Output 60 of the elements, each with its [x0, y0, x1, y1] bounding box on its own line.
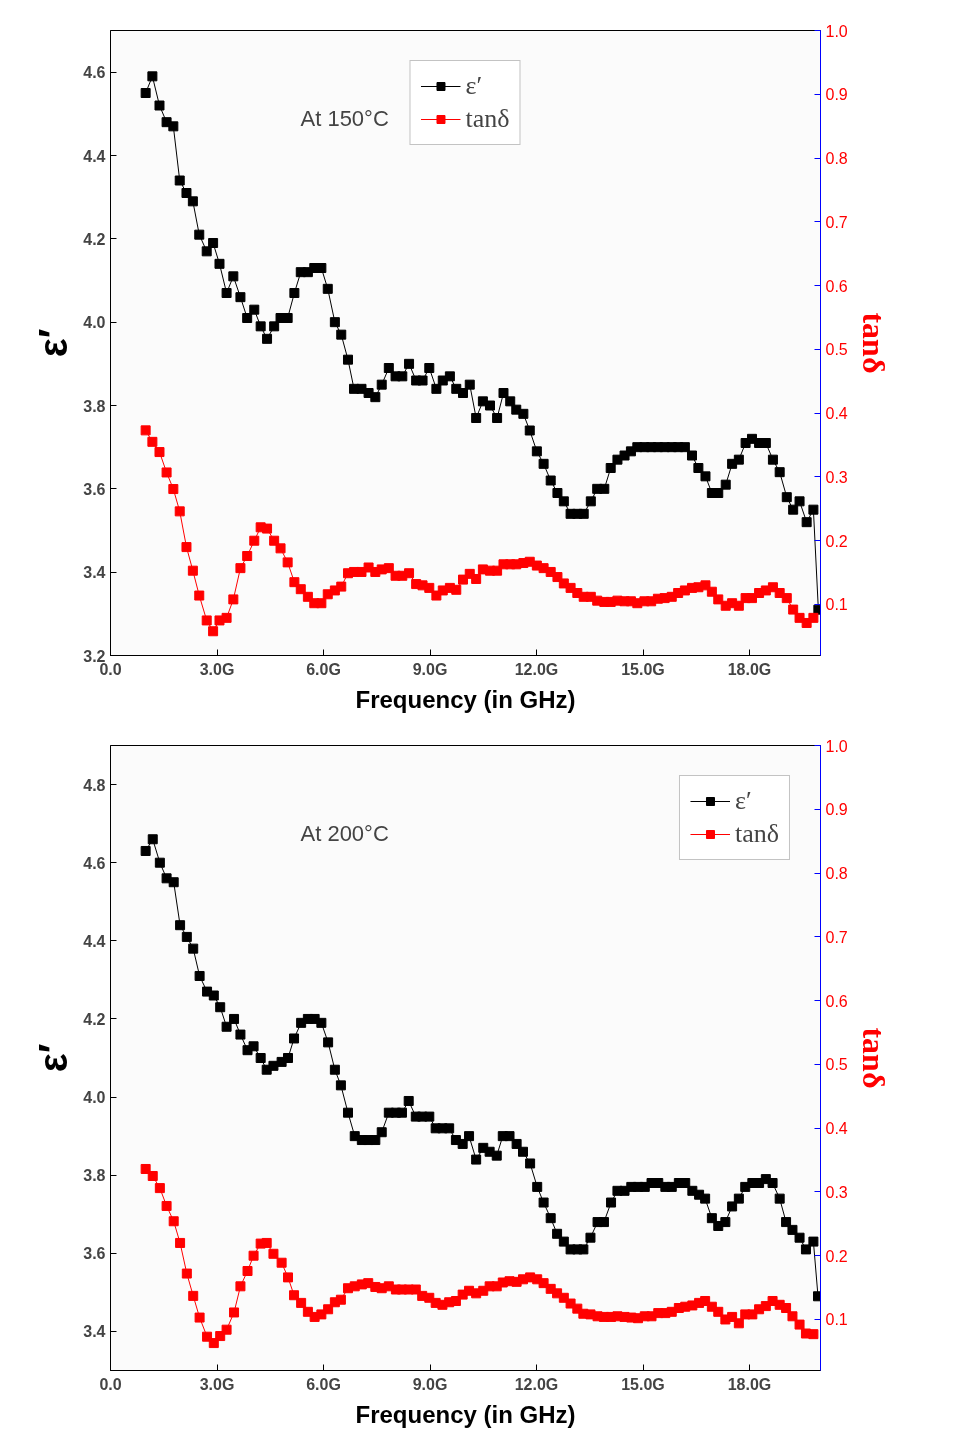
y2-tick-label: 0.8 [825, 865, 848, 883]
y-tick-label: 3.4 [83, 1323, 106, 1341]
annotation: At 200°C [300, 820, 389, 846]
y2-tick-label: 0.5 [825, 341, 848, 359]
x-axis-title: Frequency (in GHz) [355, 685, 576, 713]
y-axis-title: ε′ [31, 1043, 76, 1073]
y2-tick-label: 0.9 [825, 86, 848, 104]
x-tick-label: 9.0G [412, 1375, 448, 1393]
y-tick-label: 4.2 [83, 1010, 106, 1028]
y-axis-title: ε′ [31, 328, 76, 358]
y2-tick-label: 0.6 [825, 277, 848, 295]
y2-tick-label: 0.5 [825, 1056, 848, 1074]
y-tick-label: 4.6 [83, 854, 106, 872]
legend-label: tanδ [465, 104, 510, 134]
y-tick-label: 4.2 [83, 230, 106, 248]
y2-tick-label: 0.7 [825, 213, 848, 231]
x-tick-label: 0.0 [99, 1375, 122, 1393]
x-tick-label: 15.0G [621, 660, 665, 678]
y2-tick-label: 0.7 [825, 928, 848, 946]
y2-tick-label: 0.1 [825, 1311, 848, 1329]
x-tick-label: 9.0G [412, 660, 448, 678]
y-tick-label: 4.6 [83, 64, 106, 82]
y2-tick-label: 0.2 [825, 1247, 848, 1265]
annotation: At 150°C [300, 105, 389, 131]
y2-axis-title: tanδ [855, 1027, 892, 1089]
legend-label: ε′ [734, 786, 753, 816]
x-tick-label: 6.0G [306, 1375, 341, 1393]
y2-tick-label: 0.3 [825, 468, 848, 486]
y-tick-label: 4.8 [83, 776, 106, 794]
y2-axis-title: tanδ [855, 312, 892, 374]
y2-tick-label: 0.8 [825, 150, 848, 168]
y2-tick-label: 0.3 [825, 1183, 848, 1201]
y-tick-label: 3.8 [83, 397, 106, 415]
x-tick-label: 18.0G [727, 1375, 772, 1393]
legend-label: ε′ [465, 71, 484, 101]
x-tick-label: 12.0G [514, 660, 559, 678]
y2-tick-label: 1.0 [825, 737, 848, 755]
y-tick-label: 3.4 [83, 564, 106, 582]
y-tick-label: 3.6 [83, 1245, 106, 1263]
y-tick-label: 3.6 [83, 480, 106, 498]
y2-tick-label: 0.1 [825, 596, 848, 614]
y-tick-label: 3.8 [83, 1167, 106, 1185]
x-tick-label: 3.0G [199, 1375, 235, 1393]
y2-tick-label: 0.2 [825, 532, 848, 550]
x-tick-label: 12.0G [514, 1375, 559, 1393]
x-tick-label: 15.0G [621, 1375, 665, 1393]
x-tick-label: 6.0G [306, 660, 341, 678]
x-tick-label: 18.0G [727, 660, 772, 678]
y2-tick-label: 1.0 [825, 22, 848, 40]
legend-label: tanδ [734, 819, 779, 849]
y-tick-label: 4.4 [83, 147, 106, 165]
y2-tick-label: 0.9 [825, 801, 848, 819]
y-tick-label: 4.4 [83, 932, 106, 950]
y2-tick-label: 0.6 [825, 992, 848, 1010]
x-tick-label: 3.0G [199, 660, 235, 678]
y-tick-label: 4.0 [83, 1089, 106, 1107]
y2-tick-label: 0.4 [825, 1120, 848, 1138]
y-tick-label: 4.0 [83, 314, 106, 332]
y2-tick-label: 0.4 [825, 405, 848, 423]
x-axis-title: Frequency (in GHz) [355, 1400, 576, 1428]
